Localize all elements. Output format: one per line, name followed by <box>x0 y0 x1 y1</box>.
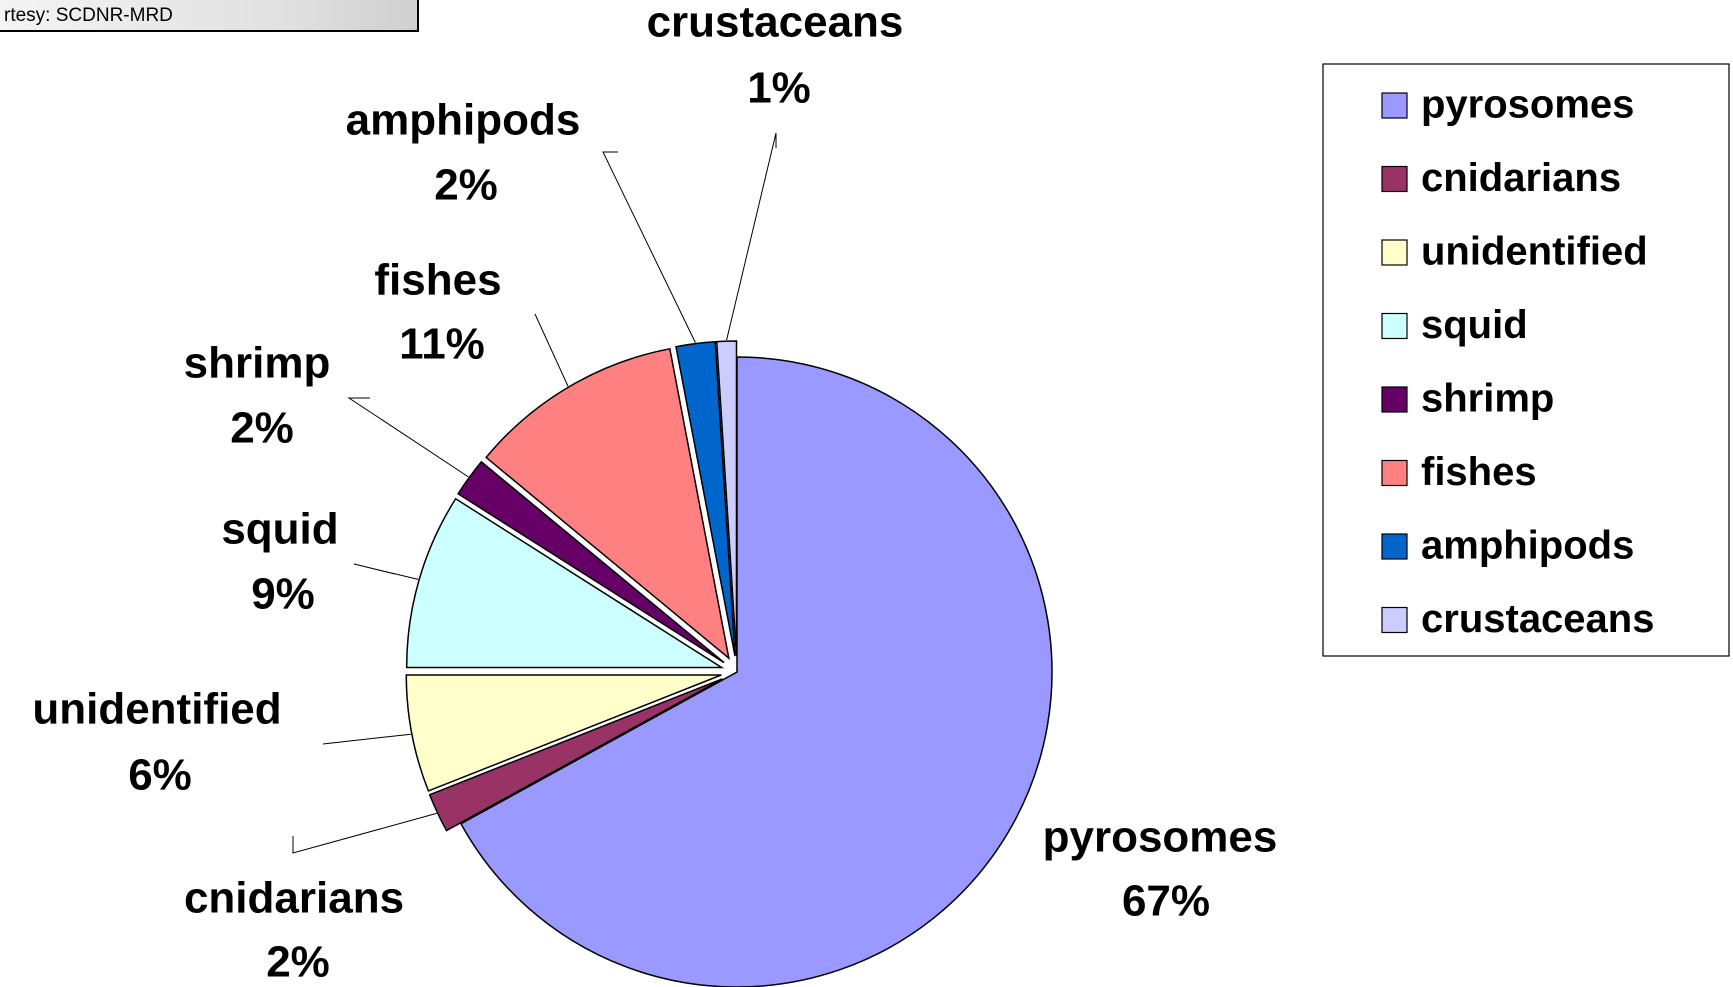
legend-swatch <box>1381 386 1408 413</box>
slice-label: unidentified <box>32 685 281 734</box>
leader-line <box>534 313 569 387</box>
slice-label: cnidarians <box>184 874 404 923</box>
slice-label: pyrosomes <box>1043 813 1278 862</box>
pie-slice <box>428 678 723 832</box>
pie-slice <box>459 356 1053 987</box>
pie-slice <box>485 347 730 661</box>
pie-slice <box>675 340 736 657</box>
photo-credit-box <box>0 0 419 32</box>
slice-label: squid <box>221 505 338 554</box>
legend-label: cnidarians <box>1421 156 1621 200</box>
slice-label: crustaceans <box>647 0 904 47</box>
legend-swatch <box>1381 92 1408 119</box>
slice-value-label: 6% <box>128 751 192 800</box>
slice-value-label: 1% <box>747 64 811 113</box>
legend-label: squid <box>1421 303 1528 347</box>
slice-value-label: 9% <box>251 570 315 619</box>
leader-line <box>602 151 696 343</box>
leader-line <box>322 733 411 745</box>
legend-label: amphipods <box>1421 524 1634 568</box>
legend-swatch <box>1381 165 1408 193</box>
legend-swatch <box>1381 533 1408 560</box>
legend-label: unidentified <box>1421 230 1648 274</box>
pie-slice <box>405 674 722 792</box>
legend-label: crustaceans <box>1421 597 1654 641</box>
slice-value-label: 2% <box>266 938 330 987</box>
slice-value-label: 2% <box>434 161 498 210</box>
legend-swatch <box>1381 606 1408 634</box>
legend-label: fishes <box>1421 450 1537 494</box>
leader-line <box>353 563 419 580</box>
pie-slice <box>457 460 725 664</box>
slice-label: shrimp <box>184 339 331 388</box>
legend-swatch <box>1381 312 1408 340</box>
leader-line <box>292 812 437 854</box>
legend-swatch <box>1381 239 1408 266</box>
pie-slice <box>405 497 725 669</box>
legend-label: pyrosomes <box>1421 83 1634 127</box>
legend-swatch <box>1381 459 1408 487</box>
leader-line <box>347 397 469 478</box>
slice-label: fishes <box>374 256 501 305</box>
slice-value-label: 11% <box>399 320 485 369</box>
photo-credit: rtesy: SCDNR-MRD <box>4 5 173 26</box>
slice-value-label: 2% <box>230 404 294 453</box>
pie-slice <box>715 340 738 657</box>
slice-label: amphipods <box>346 96 581 145</box>
legend-label: shrimp <box>1421 377 1554 421</box>
slice-value-label: 67% <box>1122 877 1210 926</box>
leader-line <box>726 132 777 341</box>
